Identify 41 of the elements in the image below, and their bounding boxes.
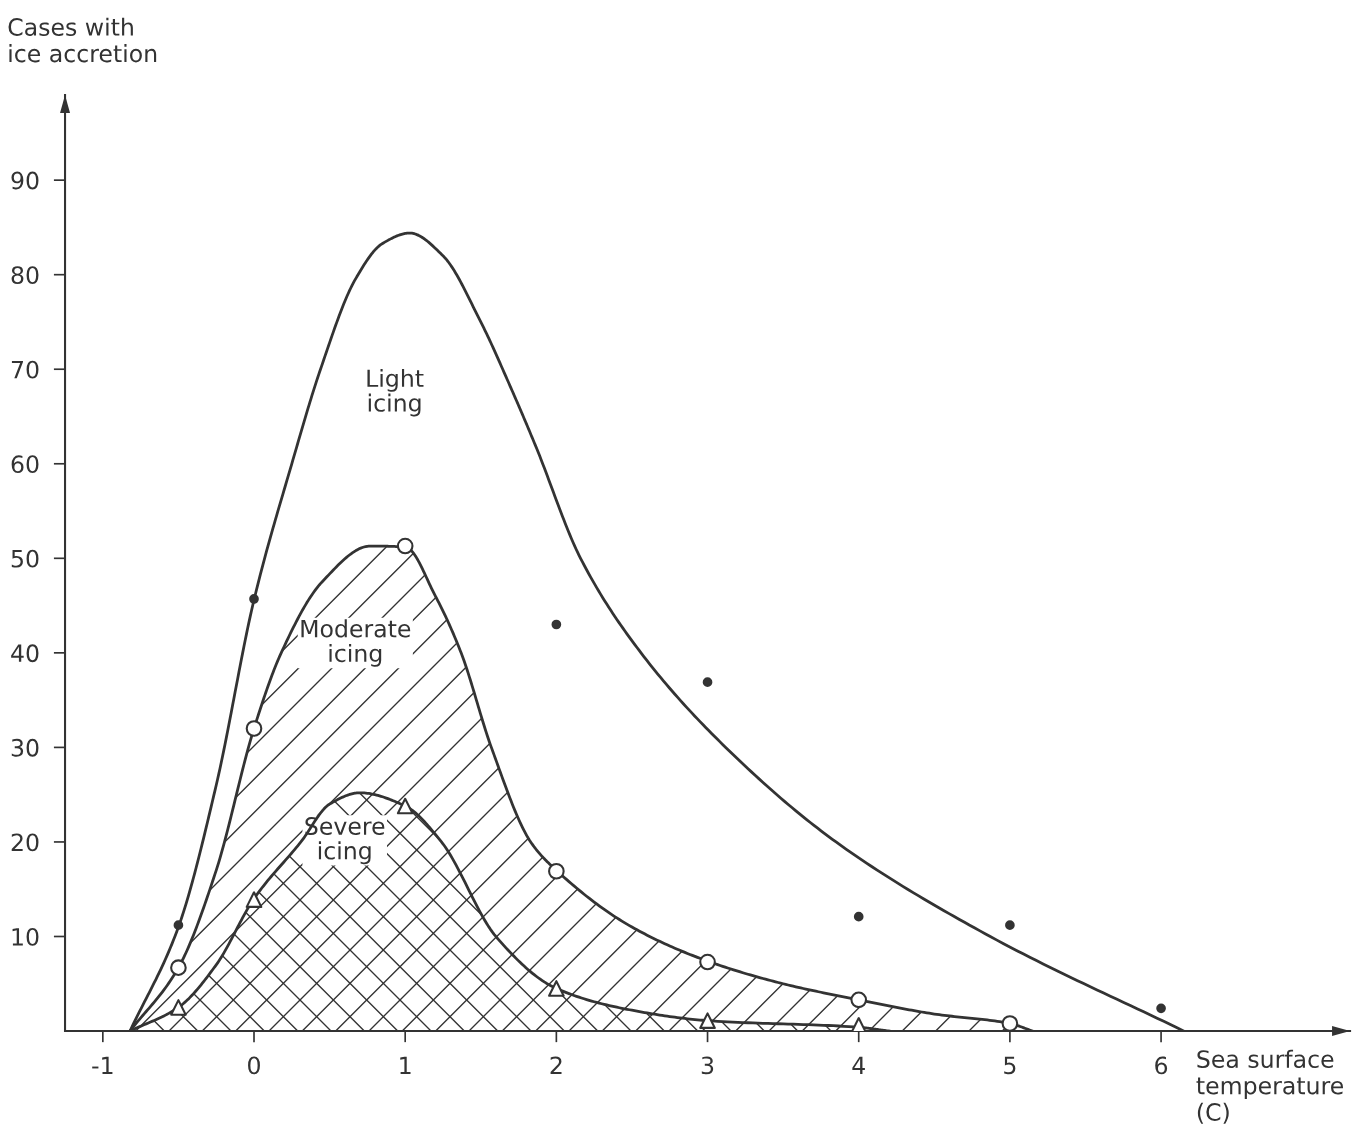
point: [1001, 1015, 1019, 1032]
point: [245, 891, 263, 908]
point: [850, 991, 868, 1009]
y-tick-label: 80: [11, 266, 39, 284]
y-tick-label: 20: [11, 833, 39, 852]
point: [548, 862, 565, 880]
point: [245, 720, 263, 737]
x-tick-label: 6: [1155, 1056, 1168, 1075]
point: [170, 999, 187, 1016]
x-tick-label: 1: [400, 1056, 411, 1074]
point: [249, 594, 259, 604]
point: [850, 1017, 868, 1032]
point: [1005, 920, 1015, 930]
y-tick-label: 70: [11, 360, 39, 379]
x-tick-label: 0: [248, 1056, 260, 1075]
point: [170, 959, 187, 977]
y-axis-title: Cases with ice accretion: [8, 17, 157, 63]
x-axis-title: Sea surface temperature (C): [1196, 1049, 1343, 1124]
y-tick-label: 50: [11, 549, 39, 568]
point: [702, 677, 713, 688]
point: [699, 1012, 716, 1029]
y-tick-label: 30: [11, 738, 39, 757]
point: [551, 619, 562, 630]
point: [699, 953, 716, 971]
x-tick-label: -1: [92, 1056, 113, 1074]
x-tick-label: 5: [1004, 1056, 1016, 1075]
annotation: Moderate icing: [301, 619, 411, 667]
point: [396, 537, 414, 555]
point: [548, 980, 565, 997]
x-tick-label: 4: [852, 1056, 865, 1074]
x-tick-label: 3: [701, 1056, 714, 1075]
point: [173, 920, 184, 930]
point: [853, 911, 864, 922]
y-tick-label: 40: [11, 644, 39, 663]
point: [396, 797, 414, 815]
y-tick-label: 90: [11, 171, 39, 190]
annotation: Light icing: [367, 368, 424, 417]
y-tick-label: 60: [11, 455, 39, 474]
x-tick-label: 2: [550, 1056, 562, 1074]
y-tick-label: 10: [12, 927, 39, 946]
point: [1156, 1003, 1166, 1014]
